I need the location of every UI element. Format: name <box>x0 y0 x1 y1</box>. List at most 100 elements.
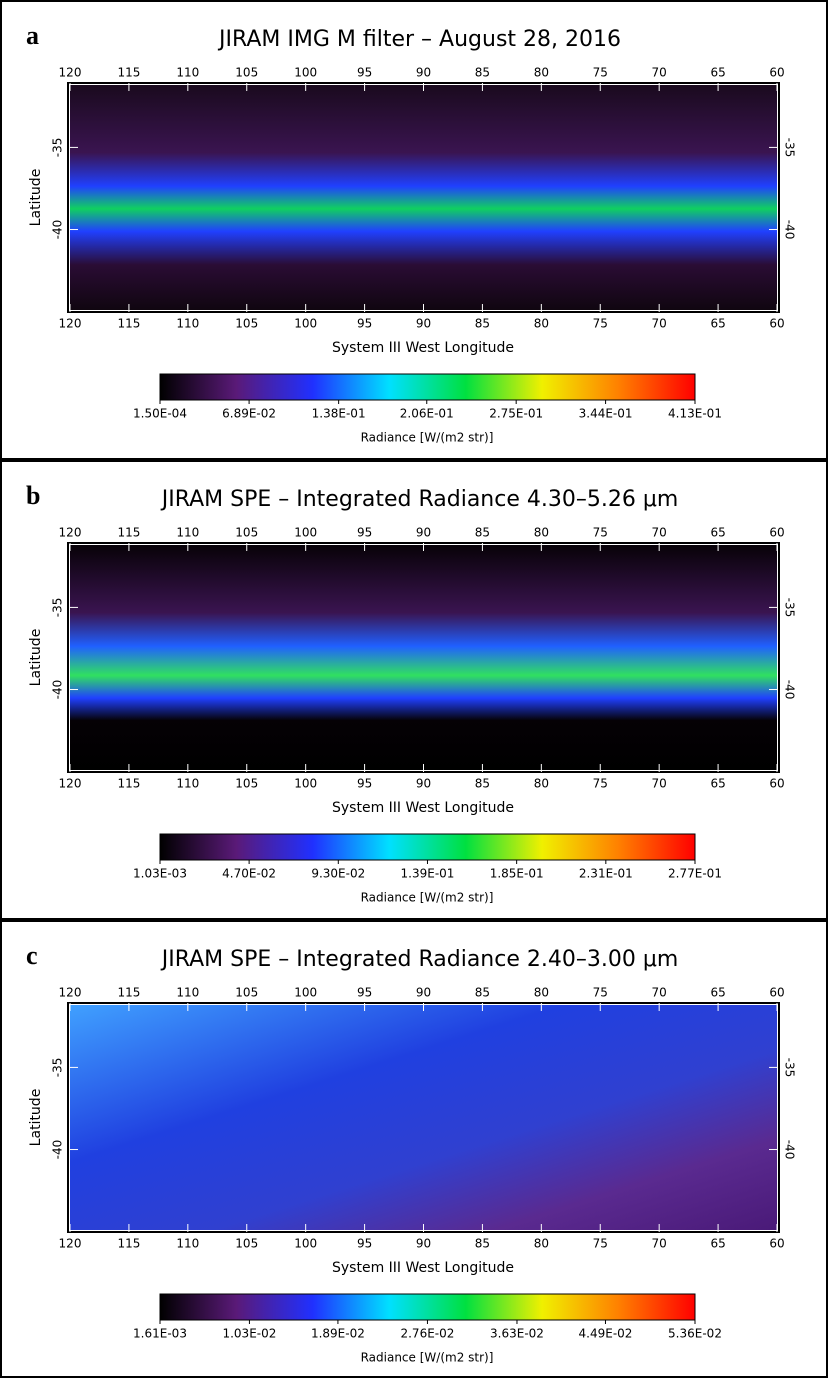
colorbar-tick-label: 1.03E-03 <box>133 867 187 881</box>
x-axis-label: System III West Longitude <box>332 1260 514 1276</box>
y-tick-label-left: -35 <box>51 138 65 158</box>
colorbar-label: Radiance [W/(m2 str)] <box>361 891 494 905</box>
x-tick-label-top: 85 <box>475 66 490 80</box>
x-tick-label-bottom: 90 <box>416 1237 431 1251</box>
colorbar <box>159 373 696 401</box>
colorbar-label: Radiance [W/(m2 str)] <box>361 1351 494 1365</box>
x-tick-label-top: 120 <box>59 986 82 1000</box>
x-tick-label-bottom: 115 <box>117 777 140 791</box>
x-tick-label-bottom: 100 <box>294 1237 317 1251</box>
x-tick-label-top: 65 <box>710 66 725 80</box>
x-tick-label-top: 110 <box>176 986 199 1000</box>
y-axis-label: Latitude <box>28 169 44 227</box>
colorbar-tick-label: 1.61E-03 <box>133 1327 187 1341</box>
x-tick-label-bottom: 75 <box>593 317 608 331</box>
x-tick-label-bottom: 95 <box>357 777 372 791</box>
colorbar-tick-label: 4.70E-02 <box>222 867 276 881</box>
x-tick-label-top: 75 <box>593 526 608 540</box>
x-tick-label-top: 75 <box>593 66 608 80</box>
y-tick-label-left: -35 <box>51 598 65 618</box>
colorbar-tick-label: 2.06E-01 <box>400 407 454 421</box>
x-tick-label-top: 105 <box>235 986 258 1000</box>
x-tick-label-bottom: 105 <box>235 777 258 791</box>
x-tick-label-bottom: 120 <box>59 777 82 791</box>
y-tick-label-left: -40 <box>51 680 65 700</box>
colorbar-tick-label: 6.89E-02 <box>222 407 276 421</box>
panel: c JIRAM SPE – Integrated Radiance 2.40–3.… <box>0 920 828 1378</box>
y-tick-label-right: -40 <box>783 220 797 240</box>
y-axis-label: Latitude <box>28 629 44 687</box>
x-tick-label-bottom: 60 <box>769 777 784 791</box>
panel: a JIRAM IMG M filter – August 28, 2016 120… <box>0 0 828 460</box>
x-tick-label-top: 100 <box>294 526 317 540</box>
x-tick-label-bottom: 60 <box>769 317 784 331</box>
x-tick-label-bottom: 85 <box>475 1237 490 1251</box>
x-axis-label: System III West Longitude <box>332 340 514 356</box>
x-tick-label-bottom: 105 <box>235 1237 258 1251</box>
x-tick-label-top: 60 <box>769 66 784 80</box>
colorbar-tick-label: 2.76E-02 <box>400 1327 454 1341</box>
panel: b JIRAM SPE – Integrated Radiance 4.30–5.… <box>0 460 828 920</box>
colorbar-tick-label: 3.44E-01 <box>579 407 633 421</box>
colorbar-tick-label: 5.36E-02 <box>668 1327 722 1341</box>
panel-title: JIRAM SPE – Integrated Radiance 4.30–5.2… <box>160 487 679 512</box>
y-tick-label-right: -35 <box>783 598 797 618</box>
x-tick-label-bottom: 110 <box>176 777 199 791</box>
x-tick-label-top: 90 <box>416 986 431 1000</box>
colorbar-tick-label: 9.30E-02 <box>311 867 365 881</box>
x-tick-label-top: 75 <box>593 986 608 1000</box>
colorbar-label: Radiance [W/(m2 str)] <box>361 431 494 445</box>
x-tick-label-bottom: 80 <box>534 317 549 331</box>
x-tick-label-top: 90 <box>416 66 431 80</box>
x-tick-label-top: 80 <box>534 526 549 540</box>
y-tick-label-left: -40 <box>51 1140 65 1160</box>
x-tick-label-bottom: 80 <box>534 777 549 791</box>
y-tick-label-right: -35 <box>783 138 797 158</box>
panel-border <box>0 920 828 1378</box>
x-tick-label-bottom: 90 <box>416 317 431 331</box>
panel-label: a <box>26 21 39 50</box>
x-tick-label-top: 110 <box>176 526 199 540</box>
colorbar <box>159 833 696 861</box>
y-tick-label-left: -40 <box>51 220 65 240</box>
colorbar-tick-label: 4.49E-02 <box>579 1327 633 1341</box>
x-tick-label-top: 60 <box>769 526 784 540</box>
colorbar-tick-label: 1.50E-04 <box>133 407 187 421</box>
x-tick-label-bottom: 90 <box>416 777 431 791</box>
x-tick-label-bottom: 70 <box>652 777 667 791</box>
colorbar-tick-label: 3.63E-02 <box>490 1327 544 1341</box>
x-tick-label-top: 80 <box>534 66 549 80</box>
x-tick-label-bottom: 70 <box>652 317 667 331</box>
panel-border <box>0 460 828 920</box>
colorbar-tick-label: 2.31E-01 <box>579 867 633 881</box>
x-tick-label-top: 90 <box>416 526 431 540</box>
colorbar-tick-label: 1.03E-02 <box>222 1327 276 1341</box>
panel-label: c <box>26 941 38 970</box>
panel-title: JIRAM IMG M filter – August 28, 2016 <box>217 27 621 52</box>
colorbar-tick-label: 1.38E-01 <box>312 407 366 421</box>
x-tick-label-top: 120 <box>59 526 82 540</box>
colorbar-tick-label: 1.39E-01 <box>401 867 455 881</box>
x-tick-label-top: 95 <box>357 66 372 80</box>
x-tick-label-bottom: 105 <box>235 317 258 331</box>
x-tick-label-top: 115 <box>117 986 140 1000</box>
x-tick-label-top: 60 <box>769 986 784 1000</box>
x-tick-label-top: 65 <box>710 526 725 540</box>
x-tick-label-bottom: 115 <box>117 1237 140 1251</box>
map-image <box>70 85 777 310</box>
x-tick-label-top: 105 <box>235 66 258 80</box>
colorbar <box>159 1293 696 1321</box>
map-image <box>70 1005 777 1230</box>
x-tick-label-top: 110 <box>176 66 199 80</box>
x-tick-label-bottom: 120 <box>59 317 82 331</box>
x-tick-label-top: 95 <box>357 526 372 540</box>
x-tick-label-top: 100 <box>294 66 317 80</box>
x-tick-label-top: 115 <box>117 526 140 540</box>
x-tick-label-top: 105 <box>235 526 258 540</box>
x-tick-label-top: 70 <box>652 526 667 540</box>
x-tick-label-top: 85 <box>475 986 490 1000</box>
colorbar-tick-label: 2.75E-01 <box>489 407 543 421</box>
x-tick-label-bottom: 65 <box>710 1237 725 1251</box>
x-tick-label-top: 100 <box>294 986 317 1000</box>
colorbar-tick-label: 2.77E-01 <box>668 867 722 881</box>
